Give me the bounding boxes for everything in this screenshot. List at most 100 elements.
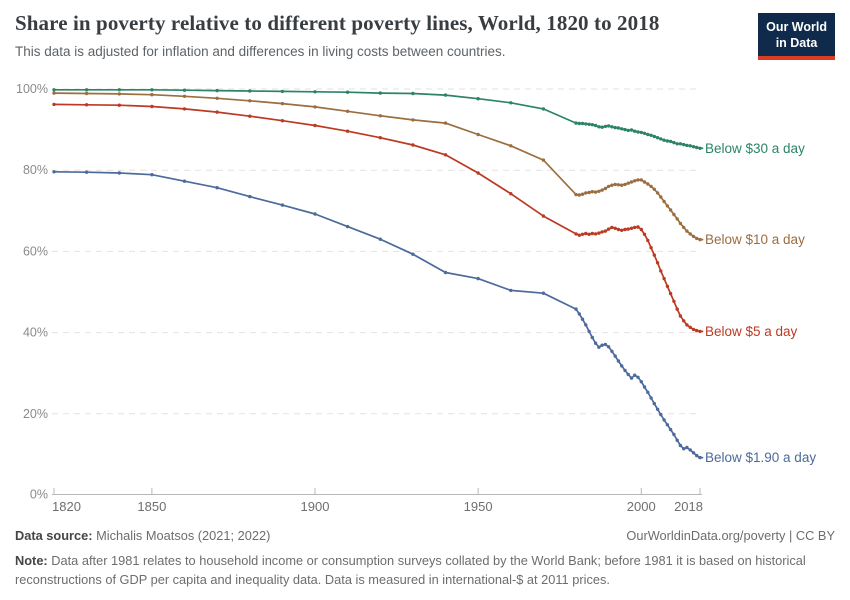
data-point[interactable] xyxy=(655,136,660,140)
data-point[interactable] xyxy=(509,192,513,196)
data-point[interactable] xyxy=(652,134,656,139)
data-point[interactable] xyxy=(215,88,219,93)
data-point[interactable] xyxy=(117,92,122,96)
data-point[interactable] xyxy=(600,125,604,129)
data-point[interactable] xyxy=(182,107,187,111)
data-point[interactable] xyxy=(345,224,350,229)
data-point[interactable] xyxy=(620,127,624,131)
data-point[interactable] xyxy=(636,375,640,379)
series-line-below-10-a-day[interactable] xyxy=(53,92,701,241)
data-point[interactable] xyxy=(541,291,546,295)
series-below-1.90-a-day[interactable]: Below $1.90 a day xyxy=(52,170,816,465)
data-point[interactable] xyxy=(655,261,660,265)
data-point[interactable] xyxy=(613,226,617,230)
data-point[interactable] xyxy=(642,385,647,389)
data-point[interactable] xyxy=(215,96,219,101)
data-point[interactable] xyxy=(248,99,252,103)
data-point[interactable] xyxy=(626,181,630,185)
data-point[interactable] xyxy=(672,140,676,145)
data-point[interactable] xyxy=(215,110,219,114)
data-point[interactable] xyxy=(606,227,611,231)
data-point[interactable] xyxy=(659,137,663,141)
data-point[interactable] xyxy=(675,307,679,311)
data-point[interactable] xyxy=(623,182,627,187)
data-point[interactable] xyxy=(593,232,598,236)
series-below-5-a-day[interactable]: Below $5 a day xyxy=(52,102,798,339)
data-point[interactable] xyxy=(665,139,670,143)
data-point[interactable] xyxy=(620,183,624,187)
data-point[interactable] xyxy=(672,212,676,217)
data-point[interactable] xyxy=(280,203,285,207)
data-point[interactable] xyxy=(662,418,666,422)
data-point[interactable] xyxy=(215,186,219,190)
series-label-below-10-a-day[interactable]: Below $10 a day xyxy=(705,232,805,247)
data-point[interactable] xyxy=(685,143,689,148)
data-point[interactable] xyxy=(584,323,588,327)
data-point[interactable] xyxy=(577,233,581,237)
data-point[interactable] xyxy=(652,253,656,257)
data-point[interactable] xyxy=(668,139,673,144)
data-point[interactable] xyxy=(345,90,350,94)
data-point[interactable] xyxy=(411,118,415,122)
data-point[interactable] xyxy=(378,91,382,95)
data-point[interactable] xyxy=(629,180,634,184)
data-point[interactable] xyxy=(646,182,650,186)
data-point[interactable] xyxy=(626,372,630,377)
data-point[interactable] xyxy=(642,180,647,184)
data-point[interactable] xyxy=(695,328,699,333)
data-point[interactable] xyxy=(688,144,692,148)
data-point[interactable] xyxy=(659,269,663,273)
data-point[interactable] xyxy=(590,335,594,340)
data-point[interactable] xyxy=(443,121,448,125)
data-point[interactable] xyxy=(639,380,643,384)
data-point[interactable] xyxy=(616,359,621,363)
data-point[interactable] xyxy=(610,125,614,129)
data-point[interactable] xyxy=(541,158,546,162)
data-point[interactable] xyxy=(84,88,89,92)
series-label-below-1.90-a-day[interactable]: Below $1.90 a day xyxy=(705,450,816,465)
data-point[interactable] xyxy=(642,232,647,236)
data-point[interactable] xyxy=(665,284,670,288)
series-line-below-5-a-day[interactable] xyxy=(53,103,701,333)
data-point[interactable] xyxy=(662,276,666,281)
data-point[interactable] xyxy=(248,114,252,118)
data-point[interactable] xyxy=(580,317,585,321)
data-point[interactable] xyxy=(606,124,611,128)
data-point[interactable] xyxy=(610,349,614,353)
data-point[interactable] xyxy=(280,101,285,106)
data-point[interactable] xyxy=(378,114,382,118)
data-point[interactable] xyxy=(574,192,578,197)
data-point[interactable] xyxy=(629,128,634,132)
data-point[interactable] xyxy=(590,123,594,127)
data-point[interactable] xyxy=(584,122,588,126)
data-point[interactable] xyxy=(597,189,601,193)
data-point[interactable] xyxy=(580,232,585,236)
data-point[interactable] xyxy=(688,232,692,236)
series-below-10-a-day[interactable]: Below $10 a day xyxy=(52,91,805,247)
data-point[interactable] xyxy=(646,132,650,137)
data-point[interactable] xyxy=(616,183,621,187)
data-point[interactable] xyxy=(541,214,546,218)
data-point[interactable] xyxy=(603,229,608,233)
data-point[interactable] xyxy=(685,323,689,327)
data-point[interactable] xyxy=(182,179,187,183)
data-point[interactable] xyxy=(642,131,647,135)
series-label-below-30-a-day[interactable]: Below $30 a day xyxy=(705,141,805,156)
data-point[interactable] xyxy=(695,145,699,150)
data-point[interactable] xyxy=(610,225,614,230)
data-point[interactable] xyxy=(150,104,154,109)
data-point[interactable] xyxy=(606,345,611,349)
data-point[interactable] xyxy=(646,238,650,243)
data-point[interactable] xyxy=(655,191,660,195)
data-point[interactable] xyxy=(682,319,686,323)
data-point[interactable] xyxy=(84,91,89,96)
data-point[interactable] xyxy=(623,368,627,373)
data-point[interactable] xyxy=(600,230,604,234)
data-point[interactable] xyxy=(600,343,604,347)
series-line-below-1.90-a-day[interactable] xyxy=(53,170,701,459)
data-point[interactable] xyxy=(695,236,699,241)
data-point[interactable] xyxy=(587,232,591,236)
data-point[interactable] xyxy=(580,192,585,196)
data-point[interactable] xyxy=(587,122,591,127)
data-point[interactable] xyxy=(616,227,621,232)
